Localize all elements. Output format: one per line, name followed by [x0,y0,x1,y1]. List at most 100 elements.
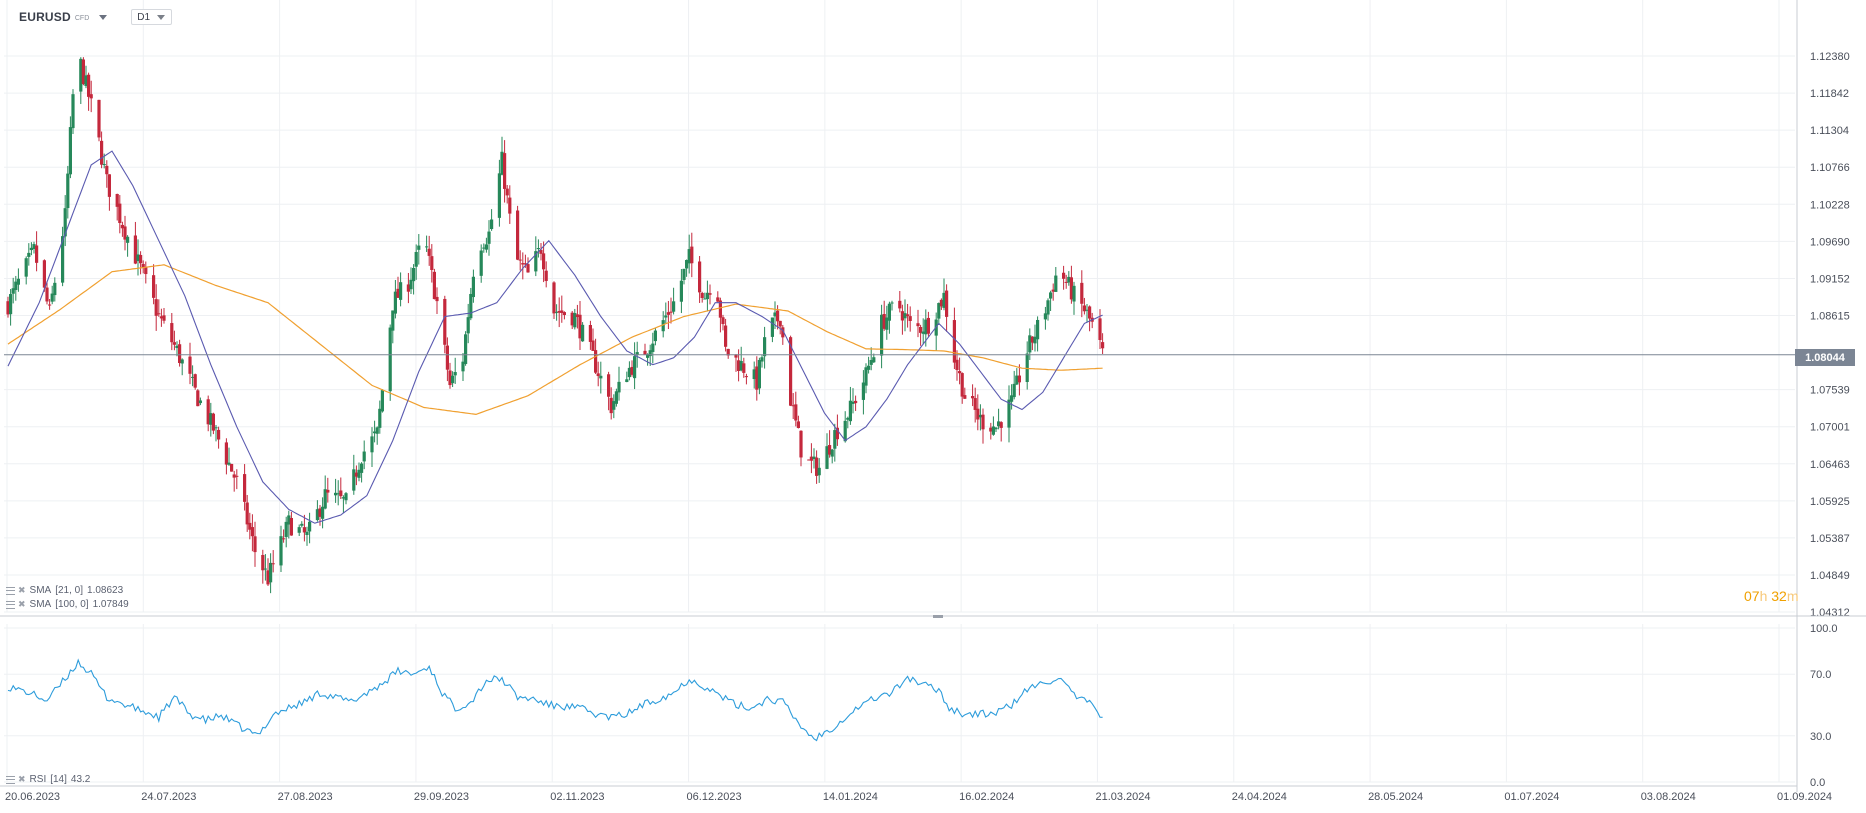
candle-body [721,317,725,325]
remove-indicator-icon[interactable]: ✖ [18,585,26,595]
candle-body [773,312,777,317]
indicator-settings-icon[interactable] [6,600,15,609]
candle-body [781,327,785,338]
candle-body [42,260,46,288]
candle-body [193,374,197,388]
time-tick-label: 02.11.2023 [550,791,604,803]
price-tick-label: 1.09690 [1810,236,1850,248]
candle-body [1051,289,1055,292]
candle-body [357,469,361,478]
candle-body [68,127,72,175]
candle-body [614,391,618,404]
candle-body [744,376,748,378]
candle-body [799,430,803,458]
candle-body [737,360,741,371]
time-tick-label: 16.02.2024 [959,791,1014,803]
candle-body [245,502,249,525]
candle-body [224,442,228,465]
candle-body [916,323,920,327]
symbol-dropdown-chevron-icon[interactable] [99,14,108,20]
candle-body [791,405,795,407]
candle-body [318,508,322,517]
symbol-name[interactable]: EURUSD [19,10,71,24]
candle-body [63,208,67,237]
candle-body [97,99,101,138]
candle-body [497,173,501,218]
candle-body [939,299,943,307]
candle-body [973,398,977,410]
candle-body [412,267,416,282]
candle-body [789,337,793,406]
rsi-tick-label: 70.0 [1810,669,1831,681]
candle-body [6,301,10,315]
candle-body [1101,342,1105,349]
candle-body [846,417,850,420]
time-tick-label: 24.04.2024 [1232,791,1287,803]
candle-body [1028,335,1032,353]
indicator-settings-icon[interactable] [6,586,15,595]
candle-body [89,94,93,99]
candle-body [445,345,449,370]
candle-body [14,281,18,290]
candle-body [880,314,884,356]
candle-body [484,244,488,250]
candle-body [898,300,902,309]
candle-body [661,320,665,332]
candle-body [672,301,676,312]
price-tick-label: 1.05925 [1810,496,1850,508]
candle-body [45,287,49,302]
time-tick-label: 06.12.2023 [687,791,742,803]
rsi-value: 43.2 [70,774,91,785]
candle-body [370,436,374,453]
indicator-settings-icon[interactable] [6,775,15,784]
candle-body [326,489,330,493]
candle-body [555,311,559,313]
candle-body [29,247,33,251]
candle-body [417,245,421,250]
time-tick-label: 03.08.2024 [1641,791,1696,803]
candle-body [794,404,798,421]
candle-body [136,254,140,262]
remove-indicator-icon[interactable]: ✖ [18,599,26,609]
candle-body [635,352,639,355]
price-tick-label: 1.06463 [1810,459,1850,471]
candle-body [708,293,712,295]
candle-body [435,296,439,302]
time-tick-label: 29.09.2023 [414,791,469,803]
candle-body [1072,285,1076,302]
candle-body [453,372,457,376]
candle-body [232,474,236,478]
candle-body [206,399,210,425]
candle-body [144,266,148,275]
candle-body [1054,275,1058,292]
remove-indicator-icon[interactable]: ✖ [18,774,26,784]
candle-body [214,427,218,429]
candle-body [945,290,949,317]
candle-body [700,292,704,299]
candle-body [1098,318,1102,340]
time-tick-label: 28.05.2024 [1368,791,1423,803]
candle-body [955,359,959,370]
candle-body [1033,336,1037,344]
candle-body [24,258,28,277]
candle-body [625,379,629,383]
candle-body [518,259,522,261]
candle-body [596,373,600,377]
candle-body [552,282,556,314]
candle-body [505,188,509,196]
candle-body [997,421,1001,427]
timeframe-select[interactable]: D1 [131,9,173,25]
candle-body [627,367,631,378]
candle-body [534,251,538,272]
candle-body [380,390,384,412]
price-tick-label: 1.05387 [1810,533,1850,545]
candle-body [84,75,88,86]
candle-body [666,312,670,315]
rsi-tick-label: 0.0 [1810,777,1825,789]
candle-body [139,254,143,264]
candle-body [570,312,574,326]
candle-body [287,515,291,525]
candle-body [617,381,621,393]
candle-body [263,568,267,570]
